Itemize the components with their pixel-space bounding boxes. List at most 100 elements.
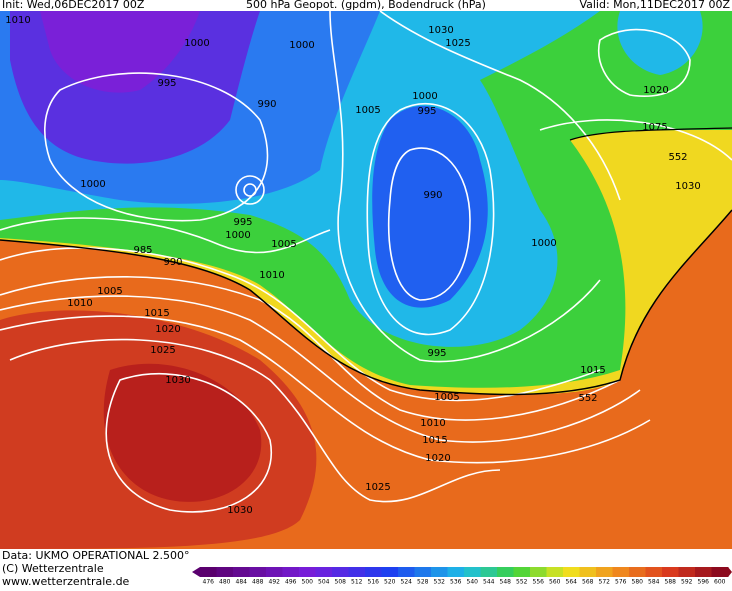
colorbar-label: 568 [582, 579, 594, 586]
colorbar-swatch [695, 567, 712, 577]
colorbar-swatch [563, 567, 580, 577]
isobar-label: 1025 [365, 482, 390, 493]
colorbar-label: 556 [533, 579, 545, 586]
colorbar-label: 520 [384, 579, 396, 586]
contour-552-north [569, 127, 732, 141]
colorbar-swatch [579, 567, 597, 577]
isobar-label: 1030 [428, 25, 453, 36]
colorbar-swatch [513, 567, 531, 577]
isobar-label: 1000 [531, 238, 556, 249]
data-source: Data: UKMO OPERATIONAL 2.500° [2, 549, 189, 562]
isobar-label: 1030 [675, 181, 700, 192]
isobar-label: 1000 [184, 38, 209, 49]
colorbar-swatch [447, 567, 465, 577]
colorbar-swatch [365, 567, 382, 577]
colorbar-label: 496 [285, 579, 297, 586]
colorbar-swatch [299, 567, 316, 577]
isobar-label: 1010 [5, 15, 30, 26]
colorbar-label: 512 [351, 579, 363, 586]
colorbar-swatch [381, 567, 399, 577]
isobar-label: 1010 [259, 270, 284, 281]
init-time: Init: Wed,06DEC2017 00Z [2, 0, 145, 11]
isobar-label: 1020 [155, 324, 180, 335]
colorbar-swatch [596, 567, 613, 577]
isobar-label: 1005 [355, 105, 380, 116]
colorbar-label: 484 [236, 579, 248, 586]
isobar-label: 1030 [165, 375, 190, 386]
colorbar: 476 480 484 488 492 496 500 504 508 512 516 520 524 5… [192, 567, 732, 586]
colorbar-label: 524 [401, 579, 413, 586]
isobar-label: 1000 [289, 40, 314, 51]
contour-552 [0, 209, 732, 396]
colorbar-swatch [233, 567, 250, 577]
isobar-label: 1020 [643, 85, 668, 96]
isobar-label: 1015 [580, 365, 605, 376]
colorbar-right-arrow [728, 567, 732, 577]
colorbar-swatch [348, 567, 366, 577]
isobar-label: 995 [233, 217, 252, 228]
isobars [0, 11, 732, 513]
colorbar-label: 580 [632, 579, 644, 586]
isobar-label: 995 [157, 78, 176, 89]
colorbar-swatch [266, 567, 283, 577]
isobar-label: 990 [257, 99, 276, 110]
header-bar [0, 0, 732, 11]
isobar-label: 1075 [642, 122, 667, 133]
colorbar-label: 532 [434, 579, 446, 586]
colorbar-swatch [282, 567, 300, 577]
colorbar-swatch [711, 567, 729, 577]
colorbar-label: 476 [203, 579, 215, 586]
isobar-label: 1005 [434, 392, 459, 403]
colorbar-label: 552 [516, 579, 528, 586]
colorbar-label: 480 [219, 579, 231, 586]
colorbar-label: 488 [252, 579, 264, 586]
colorbar-label: 596 [698, 579, 710, 586]
colorbar-swatch [629, 567, 646, 577]
colorbar-swatch [200, 567, 217, 577]
colorbar-swatch [464, 567, 481, 577]
colorbar-swatch [332, 567, 349, 577]
website: www.wetterzentrale.de [2, 575, 130, 587]
colorbar-swatch [530, 567, 547, 577]
colorbar-label: 588 [665, 579, 677, 586]
isobar-label: 552 [668, 152, 687, 163]
isobar-label: 1020 [425, 453, 450, 464]
isobar-label: 1025 [445, 38, 470, 49]
colorbar-label: 564 [566, 579, 578, 586]
colorbar-label: 560 [549, 579, 561, 586]
colorbar-left-arrow [192, 567, 200, 577]
isobar-label: 1030 [227, 505, 252, 516]
isobar-label: 990 [163, 257, 182, 268]
isobar-labels: 1010 1000 1000 1030 1025 995 990 1005 1000 995 102… [5, 15, 700, 516]
colorbar-swatch [315, 567, 333, 577]
copyright: (C) Wetterzentrale [2, 562, 104, 575]
isobar-label: 1015 [144, 308, 169, 319]
isobar-label: 1000 [412, 91, 437, 102]
colorbar-swatch [414, 567, 432, 577]
colorbar-swatch [612, 567, 630, 577]
colorbar-label: 576 [615, 579, 627, 586]
isobar-label: 1000 [225, 230, 250, 241]
colorbar-label: 584 [648, 579, 660, 586]
isobar-label: 990 [423, 190, 442, 201]
colorbar-label: 500 [302, 579, 314, 586]
colorbar-swatch [480, 567, 498, 577]
isobar-label: 1005 [271, 239, 296, 250]
colorbar-label: 516 [368, 579, 380, 586]
map-title: 500 hPa Geopot. (gpdm), Bodendruck (hPa) [246, 0, 486, 11]
colorbar-swatch [497, 567, 514, 577]
map-field [0, 11, 732, 549]
isobar-label: 995 [417, 106, 436, 117]
colorbar-label: 548 [500, 579, 512, 586]
colorbar-swatch [431, 567, 448, 577]
isobar-label: 552 [578, 393, 597, 404]
isobar-label: 985 [133, 245, 152, 256]
colorbar-label: 544 [483, 579, 495, 586]
isobar-label: 1000 [80, 179, 105, 190]
colorbar-label: 508 [335, 579, 347, 586]
colorbar-swatch [249, 567, 267, 577]
colorbar-label: 572 [599, 579, 611, 586]
colorbar-label: 528 [417, 579, 429, 586]
isobar-label: 1015 [422, 435, 447, 446]
